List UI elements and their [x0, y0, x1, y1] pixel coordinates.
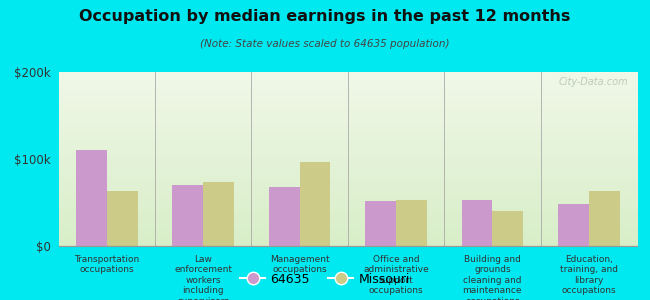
Bar — [493, 211, 523, 246]
Bar — [300, 163, 330, 246]
Bar — [558, 204, 589, 246]
Bar — [268, 187, 300, 246]
Text: (Note: State values scaled to 64635 population): (Note: State values scaled to 64635 popu… — [200, 39, 450, 49]
Bar — [203, 182, 234, 246]
Bar — [76, 150, 107, 246]
Bar — [365, 201, 396, 246]
Text: Occupation by median earnings in the past 12 months: Occupation by median earnings in the pas… — [79, 9, 571, 24]
Bar — [589, 191, 619, 246]
Bar — [462, 200, 492, 246]
Text: City-Data.com: City-Data.com — [559, 77, 629, 87]
Bar — [107, 191, 138, 246]
Bar — [172, 185, 203, 246]
Bar — [396, 200, 427, 246]
Legend: 64635, Missouri: 64635, Missouri — [235, 268, 415, 291]
